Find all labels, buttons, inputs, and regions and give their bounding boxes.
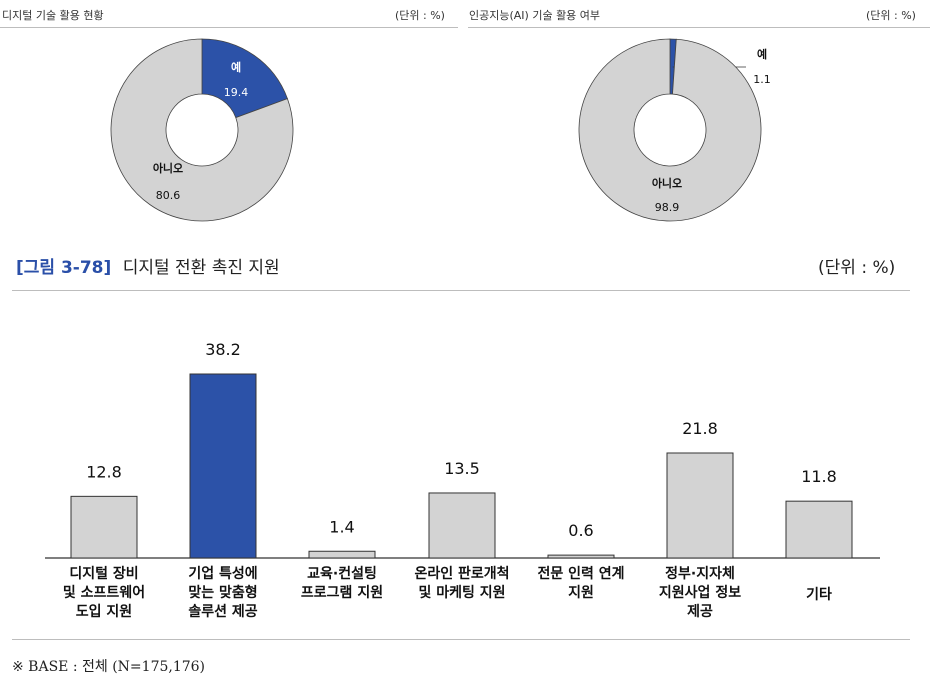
- donut-left-slice-0-value: 19.4: [224, 86, 249, 99]
- pie-left-unit: (단위 : %): [395, 9, 445, 22]
- bar-category-line: 프로그램 지원: [300, 585, 384, 601]
- donut-right-slice-1-label: 아니오: [652, 176, 682, 190]
- donut-right-slice-1: [578, 38, 762, 222]
- pie-left-title: 디지털 기술 활용 현황: [2, 9, 104, 22]
- donut-left-slice-0-label: 예: [231, 60, 241, 74]
- bar-category-line: 및 소프트웨어: [62, 585, 146, 601]
- pie-right-title: 인공지능(AI) 기술 활용 여부: [469, 9, 601, 22]
- footnote: ※ BASE : 전체 (N=175,176): [12, 659, 206, 675]
- donut-left-slice-1: [110, 38, 294, 222]
- donut-left-slice-0: [201, 38, 288, 119]
- bar-category-line: 및 마케팅 지원: [418, 585, 506, 601]
- bar-category-line: 지원: [568, 585, 594, 601]
- bar-value-1: 38.2: [205, 340, 241, 359]
- donut-right-slice-0-value: 1.1: [753, 73, 771, 86]
- donut-left-slice-1-value: 80.6: [156, 189, 181, 202]
- bar-chart-title: 디지털 전환 촉진 지원: [122, 258, 280, 278]
- bar-category-line: 맞는 맞춤형: [188, 585, 258, 601]
- bar-value-0: 12.8: [86, 462, 122, 481]
- bar-category-line: 기타: [806, 587, 832, 603]
- bar-chart-heading: [그림 3-78] 디지털 전환 촉진 지원: [16, 253, 280, 278]
- bar-chart-bottom-rule: [12, 639, 910, 640]
- bar-4: [547, 554, 615, 559]
- bar-category-line: 온라인 판로개척: [414, 566, 510, 582]
- donut-left-slice-1-label: 아니오: [153, 161, 183, 175]
- bar-value-3: 13.5: [444, 459, 480, 478]
- bar-chart-unit: (단위 : %): [818, 258, 896, 278]
- figure-number: [그림 3-78]: [16, 258, 112, 278]
- bar-5: [666, 452, 734, 559]
- bar-category-6: 기타: [757, 586, 881, 605]
- donut-right-slice-1-value: 98.9: [655, 201, 680, 214]
- bar-value-2: 1.4: [329, 517, 354, 536]
- bar-6: [785, 500, 853, 559]
- donut-charts: 예 19.4 아니오 80.6 예 1.1 아니오 98.9: [110, 38, 771, 222]
- bar-category-line: 제공: [687, 604, 713, 620]
- bar-category-line: 전문 인력 연계: [537, 566, 625, 582]
- bar-1: [189, 373, 257, 559]
- bar-2: [308, 550, 376, 559]
- bar-3: [428, 492, 496, 559]
- bar-value-5: 21.8: [682, 419, 718, 438]
- bar-chart: 12.8 38.2 1.4 13.5 0.6 21.8 11.8: [45, 340, 880, 559]
- bar-category-line: 기업 특성에: [188, 566, 258, 582]
- bar-category-line: 지원사업 정보: [658, 585, 742, 601]
- pie-left-rule: [0, 27, 458, 28]
- bar-category-line: 정부·지자체: [665, 566, 735, 582]
- bar-value-4: 0.6: [568, 521, 593, 540]
- bar-category-line: 교육·컨설팅: [307, 566, 377, 582]
- bar-0: [70, 495, 138, 559]
- bar-category-line: 도입 지원: [75, 604, 133, 620]
- pie-right-unit: (단위 : %): [866, 9, 916, 22]
- bar-value-6: 11.8: [801, 467, 837, 486]
- bar-category-line: 솔루션 제공: [188, 604, 258, 620]
- donut-right-slice-0-label: 예: [757, 47, 767, 61]
- bar-chart-top-rule: [12, 290, 910, 291]
- bar-category-line: 디지털 장비: [69, 566, 139, 582]
- pie-right-rule: [468, 27, 930, 28]
